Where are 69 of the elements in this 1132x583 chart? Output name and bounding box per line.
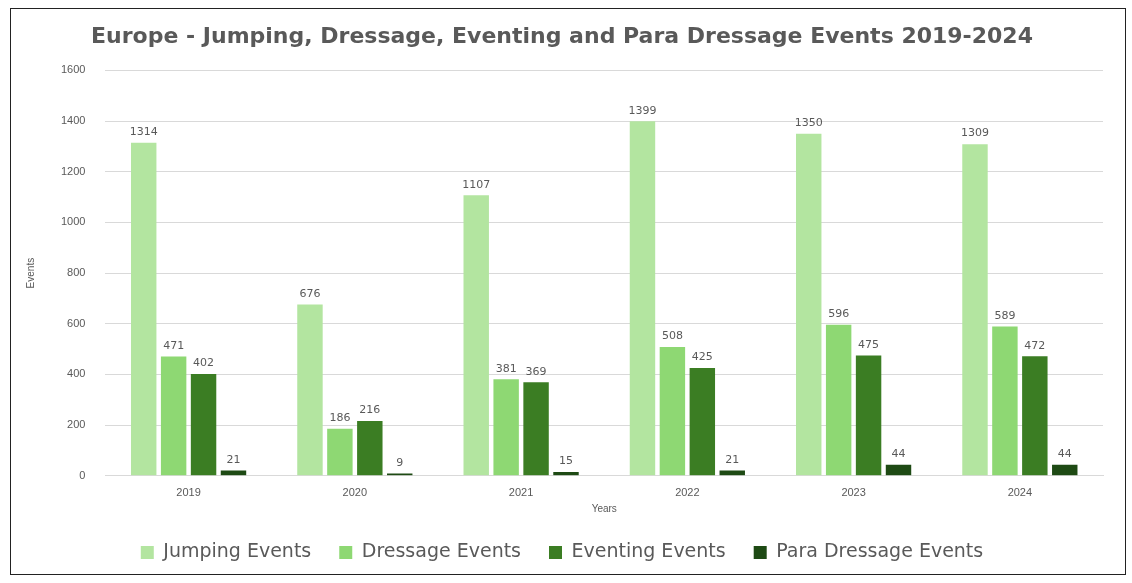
bar [357, 421, 383, 476]
bar [463, 195, 489, 476]
bar [885, 464, 912, 476]
legend-label: Jumping Events [162, 539, 312, 562]
data-label: 381 [495, 361, 517, 375]
bar [962, 144, 988, 476]
data-label: 9 [396, 455, 404, 469]
y-tick-label: 600 [67, 316, 86, 329]
bar [160, 356, 187, 476]
y-axis-title: Events [24, 257, 36, 289]
y-tick-label: 800 [67, 266, 86, 279]
data-label: 1399 [628, 103, 657, 117]
bar [130, 142, 157, 476]
bar [493, 379, 519, 476]
bar [855, 355, 882, 476]
data-label: 1107 [462, 177, 491, 191]
data-label: 402 [193, 356, 215, 370]
data-label: 21 [226, 452, 241, 466]
bar [327, 428, 353, 476]
data-label: 471 [163, 338, 185, 352]
data-label: 21 [725, 452, 740, 466]
x-tick-label: 2022 [675, 486, 700, 499]
x-tick-label: 2020 [342, 486, 368, 499]
chart-title: Europe - Jumping, Dressage, Eventing and Para Dressage Events 2019-2024 [91, 22, 1033, 48]
bar [825, 324, 852, 476]
bar [992, 326, 1018, 476]
y-tick-label: 1200 [60, 164, 86, 177]
data-label: 44 [891, 447, 906, 461]
bar [523, 382, 549, 476]
data-label: 425 [691, 350, 713, 364]
bar [1022, 356, 1048, 476]
y-tick-label: 0 [79, 468, 86, 481]
data-label: 1314 [129, 125, 158, 139]
bar [659, 347, 686, 476]
bar [190, 373, 217, 476]
bar [553, 472, 579, 476]
x-tick-label: 2023 [841, 486, 866, 499]
legend-label: Para Dressage Events [776, 539, 984, 562]
bar [629, 121, 656, 476]
data-label: 676 [299, 286, 321, 300]
data-label: 186 [329, 411, 351, 425]
data-label: 1350 [794, 116, 823, 130]
legend-label: Eventing Events [571, 539, 726, 562]
y-tick-label: 1600 [60, 63, 86, 76]
data-label: 15 [559, 454, 573, 468]
y-tick-label: 1400 [60, 114, 86, 127]
data-label: 1309 [960, 126, 989, 140]
data-label: 44 [1057, 447, 1072, 461]
data-label: 369 [525, 364, 547, 378]
data-label: 508 [661, 329, 683, 343]
bar [689, 368, 716, 476]
x-tick-label: 2021 [508, 486, 534, 499]
y-tick-label: 1000 [60, 215, 86, 228]
data-label: 589 [994, 308, 1016, 322]
data-label: 475 [858, 337, 880, 351]
data-label: 472 [1024, 338, 1046, 352]
bar [297, 304, 323, 476]
x-tick-label: 2019 [176, 486, 201, 499]
bar [796, 133, 822, 476]
legend-label: Dressage Events [361, 539, 522, 562]
y-tick-label: 400 [67, 367, 86, 380]
data-label: 596 [828, 307, 850, 321]
bar [1052, 464, 1078, 476]
bar [220, 470, 247, 476]
data-label: 216 [359, 403, 381, 417]
x-axis-title: Years [591, 502, 617, 514]
bar [719, 470, 745, 476]
x-tick-label: 2024 [1007, 486, 1033, 499]
y-tick-label: 200 [67, 418, 86, 431]
